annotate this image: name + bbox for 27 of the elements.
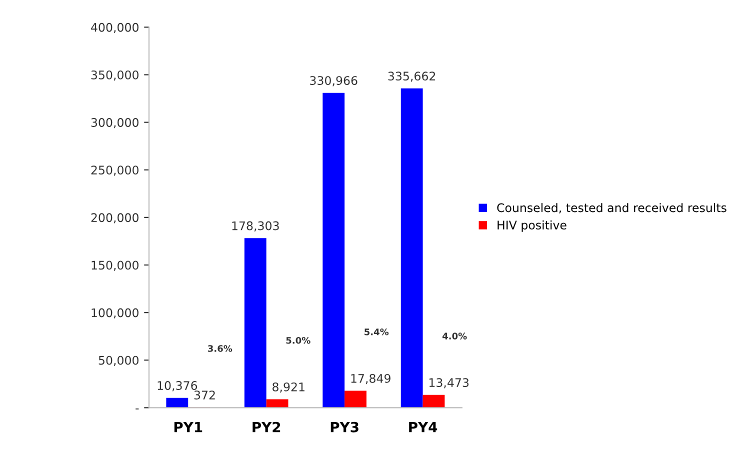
y-tick-label: 400,000 (91, 22, 138, 34)
data-label: 8,921 (272, 382, 304, 393)
legend-label: Counseled, tested and received results (497, 203, 726, 214)
data-label: 17,849 (351, 374, 390, 384)
data-label: 335,662 (388, 72, 436, 82)
data-label: 178,303 (232, 221, 279, 232)
annotation: 5.4% (364, 328, 389, 336)
x-tick-label: PY4 (409, 422, 438, 432)
data-label: 10,376 (158, 381, 198, 392)
data-label: 330,966 (310, 76, 358, 86)
x-tick-label: PY2 (252, 422, 280, 432)
y-tick-label: 50,000 (98, 356, 138, 366)
y-tick-label: 300,000 (91, 118, 138, 128)
y-tick-label: 150,000 (92, 260, 138, 271)
annotation: 3.6% (208, 345, 232, 352)
x-tick-label: PY1 (174, 422, 202, 432)
data-label: 13,473 (429, 378, 469, 388)
y-tick-label: - (136, 408, 139, 410)
legend-label: HIV positive (498, 220, 566, 232)
annotation: 4.0% (442, 332, 467, 340)
y-tick-label: 250,000 (91, 166, 138, 176)
x-tick-label: PY3 (330, 422, 358, 432)
y-tick-label: 200,000 (91, 213, 138, 224)
data-label: 372 (194, 390, 215, 400)
y-tick-label: 100,000 (92, 308, 138, 318)
y-tick-label: 350,000 (91, 70, 138, 81)
annotation: 5.0% (286, 336, 310, 344)
